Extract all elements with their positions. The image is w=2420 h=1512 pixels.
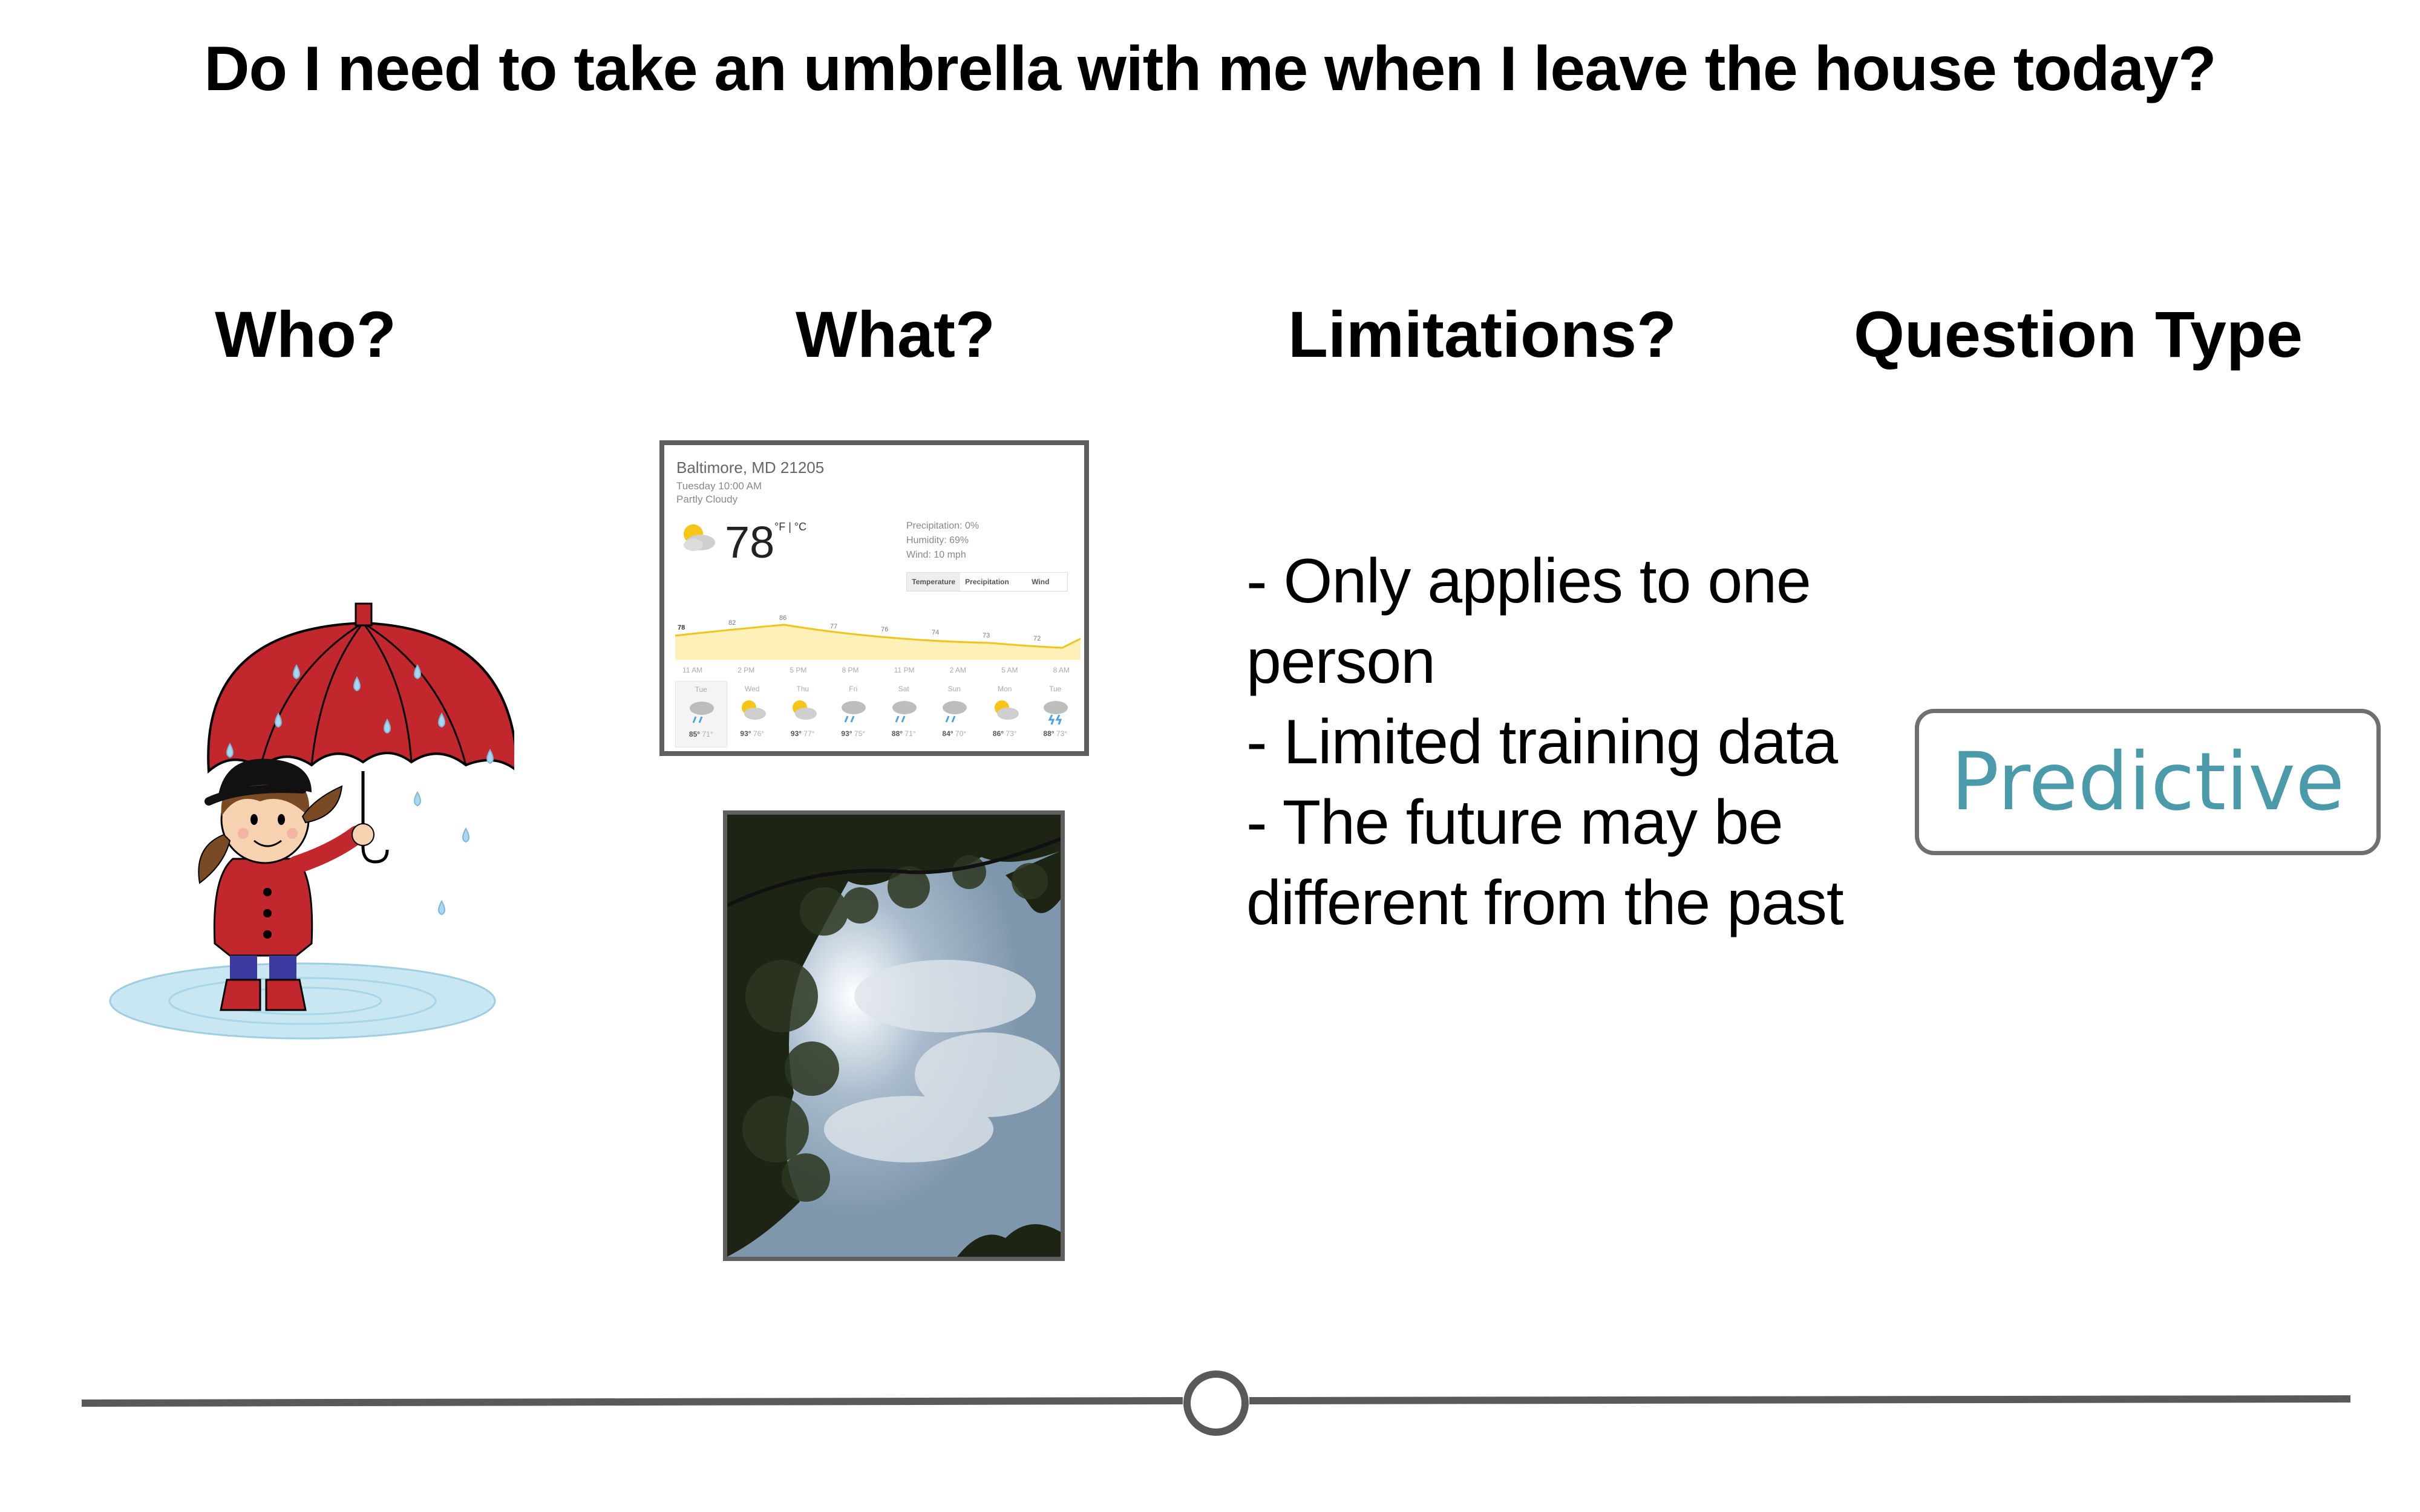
hour-label: 2 PM bbox=[737, 666, 755, 674]
forecast-day[interactable]: Wed 93° 76° bbox=[727, 681, 778, 748]
weather-temperature: 78 bbox=[725, 517, 775, 567]
weather-days: Tue 85° 71° Wed 93° 76° Thu 93° 77° Fri … bbox=[675, 681, 1081, 748]
day-high: 84° bbox=[942, 729, 953, 738]
rain-cloud-icon bbox=[689, 702, 714, 723]
hour-label: 11 PM bbox=[894, 666, 915, 674]
hour-label: 8 PM bbox=[842, 666, 859, 674]
weather-precipitation: Precipitation: 0% bbox=[906, 521, 979, 531]
hour-label: 11 AM bbox=[682, 666, 703, 674]
weather-condition: Partly Cloudy bbox=[676, 494, 738, 505]
day-high: 88° bbox=[1043, 729, 1055, 738]
graph-value: 78 bbox=[678, 624, 685, 631]
weather-forecast-card: Baltimore, MD 21205 Tuesday 10:00 AM Par… bbox=[659, 440, 1089, 756]
timeline-line-right bbox=[1249, 1395, 2351, 1404]
day-low: 76° bbox=[753, 729, 765, 738]
day-name: Tue bbox=[695, 685, 707, 694]
day-high: 85° bbox=[688, 730, 701, 738]
hour-label: 8 AM bbox=[1053, 666, 1070, 674]
column-header-limitations: Limitations? bbox=[1288, 298, 1676, 371]
partly-cloudy-icon bbox=[742, 700, 767, 720]
page-title: Do I need to take an umbrella with me wh… bbox=[204, 34, 2216, 104]
day-name: Sat bbox=[898, 685, 909, 693]
forecast-day[interactable]: Sun 84° 70° bbox=[929, 681, 980, 748]
timeline-line-left bbox=[81, 1397, 1183, 1407]
question-type-badge: Predictive bbox=[1915, 709, 2381, 855]
weather-humidity: Humidity: 69% bbox=[906, 535, 969, 546]
day-high: 93° bbox=[790, 729, 802, 738]
forecast-day[interactable]: Tue 85° 71° bbox=[675, 681, 727, 748]
day-high: 86° bbox=[992, 729, 1004, 738]
day-name: Mon bbox=[998, 685, 1012, 693]
day-name: Thu bbox=[796, 685, 809, 693]
tab-temperature[interactable]: Temperature bbox=[907, 573, 961, 591]
day-high: 93° bbox=[841, 729, 852, 738]
limitation-item: - The future may be different from the p… bbox=[1246, 787, 1844, 938]
partly-cloudy-icon bbox=[792, 700, 817, 720]
hour-label: 2 AM bbox=[949, 666, 966, 674]
day-high: 88° bbox=[891, 729, 903, 738]
partly-cloudy-icon bbox=[994, 700, 1019, 720]
day-low: 71° bbox=[904, 729, 916, 738]
day-name: Wed bbox=[745, 685, 760, 693]
limitations-list: - Only applies to one person - Limited t… bbox=[1246, 541, 1851, 943]
graph-value: 74 bbox=[932, 629, 939, 636]
forecast-day[interactable]: Mon 86° 73° bbox=[979, 681, 1030, 748]
day-name: Tue bbox=[1049, 685, 1062, 693]
umbrella-girl-illustration bbox=[109, 602, 514, 1040]
limitation-item: - Only applies to one person bbox=[1246, 546, 1811, 697]
weather-units[interactable]: °F | °C bbox=[774, 521, 807, 533]
tab-precipitation[interactable]: Precipitation bbox=[965, 578, 1009, 586]
day-low: 71° bbox=[702, 730, 713, 738]
weather-location: Baltimore, MD 21205 bbox=[676, 458, 825, 477]
rain-cloud-icon bbox=[842, 701, 866, 723]
graph-value: 73 bbox=[983, 632, 990, 639]
sky-photo bbox=[723, 810, 1065, 1261]
graph-value: 77 bbox=[830, 623, 837, 630]
graph-value: 76 bbox=[881, 626, 888, 633]
sky-photo-image bbox=[727, 815, 1061, 1257]
weather-tabs: Temperature Precipitation Wind bbox=[906, 572, 1068, 591]
weather-stats: Precipitation: 0% Humidity: 69% Wind: 10… bbox=[906, 519, 979, 562]
limitation-item: - Limited training data bbox=[1246, 707, 1838, 777]
graph-value: 86 bbox=[779, 614, 786, 622]
day-low: 77° bbox=[803, 729, 815, 738]
column-header-who: Who? bbox=[215, 298, 396, 371]
timeline-marker[interactable] bbox=[1183, 1370, 1249, 1436]
forecast-day[interactable]: Fri 93° 75° bbox=[828, 681, 879, 748]
weather-hours: 11 AM 2 PM 5 PM 8 PM 11 PM 2 AM 5 AM 8 A… bbox=[682, 666, 1070, 674]
forecast-day[interactable]: Sat 88° 71° bbox=[878, 681, 929, 748]
thunderstorm-icon bbox=[1044, 701, 1068, 725]
column-header-question-type: Question Type bbox=[1853, 298, 2303, 371]
hour-label: 5 PM bbox=[790, 666, 807, 674]
graph-value: 72 bbox=[1033, 635, 1041, 642]
forecast-day[interactable]: Thu 93° 77° bbox=[777, 681, 828, 748]
day-low: 73° bbox=[1056, 729, 1068, 738]
tab-wind[interactable]: Wind bbox=[1032, 578, 1050, 586]
day-name: Sun bbox=[947, 685, 961, 693]
rain-cloud-icon bbox=[892, 701, 917, 723]
day-low: 73° bbox=[1006, 729, 1017, 738]
forecast-day[interactable]: Tue 88° 73° bbox=[1030, 681, 1081, 748]
day-name: Fri bbox=[849, 685, 858, 693]
temperature-graph: 78 82 86 77 76 74 73 72 bbox=[675, 614, 1081, 660]
graph-value: 82 bbox=[728, 619, 736, 627]
column-header-what: What? bbox=[796, 298, 995, 371]
day-low: 70° bbox=[955, 729, 967, 738]
day-high: 93° bbox=[740, 729, 751, 738]
rain-cloud-icon bbox=[943, 701, 967, 723]
weather-wind: Wind: 10 mph bbox=[906, 550, 966, 560]
partly-cloudy-icon bbox=[684, 524, 715, 551]
day-low: 75° bbox=[854, 729, 866, 738]
hour-label: 5 AM bbox=[1001, 666, 1018, 674]
weather-day-time: Tuesday 10:00 AM bbox=[676, 480, 762, 492]
